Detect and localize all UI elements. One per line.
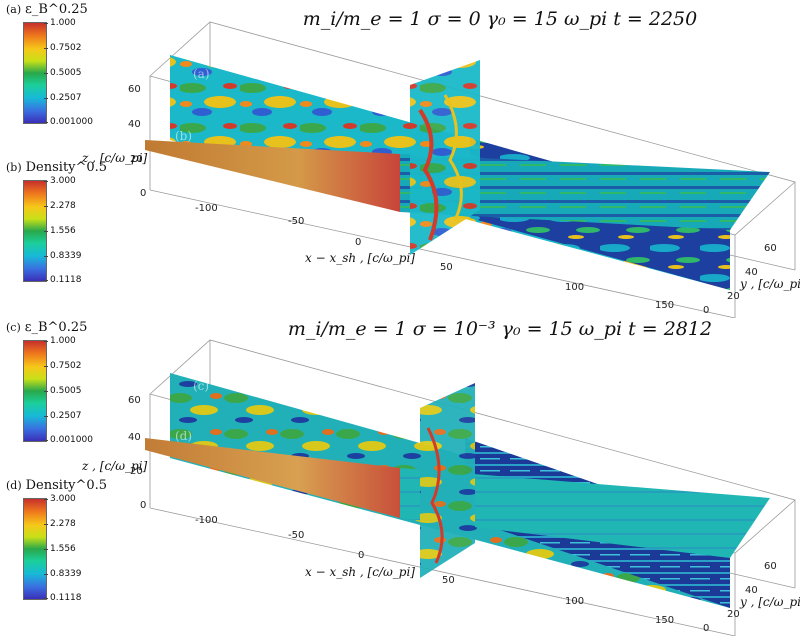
shock-front-stripe bbox=[443, 94, 463, 221]
y-tick: 60 bbox=[764, 243, 777, 254]
colorbar-tick: 3.000 bbox=[44, 176, 76, 186]
colorbar-label: (b) bbox=[6, 161, 22, 174]
x-tick: -50 bbox=[288, 216, 304, 227]
colorbar-tick: 1.556 bbox=[44, 544, 76, 554]
x-tick: 0 bbox=[358, 550, 364, 561]
colorbar-tick: 0.001000 bbox=[44, 117, 93, 127]
colorbar-eb-panel-1: (a) ε_B^0.25 1.000 0.7502 0.5005 0.2507 0… bbox=[6, 2, 116, 152]
z-tick: 60 bbox=[128, 395, 141, 406]
colorbar-eb-panel-2: (c) ε_B^0.25 1.000 0.7502 0.5005 0.2507 0… bbox=[6, 320, 116, 470]
colorbar-tick: 2.278 bbox=[44, 519, 76, 529]
colorbar-tick: 0.2507 bbox=[44, 93, 82, 103]
shock-front-stripe bbox=[426, 427, 444, 564]
y-tick: 40 bbox=[745, 267, 758, 278]
colorbar-tick: 2.278 bbox=[44, 201, 76, 211]
colorbar-label: (c) bbox=[6, 321, 21, 334]
colorbar-tick: 0.1118 bbox=[44, 275, 82, 285]
y-tick: 0 bbox=[703, 305, 709, 316]
colorbar-density-panel-1: (b) Density^0.5 3.000 2.278 1.556 0.8339 … bbox=[6, 160, 116, 310]
colorbar-gradient bbox=[23, 340, 47, 442]
x-tick: 150 bbox=[655, 615, 674, 626]
panel-2-title: m_i/m_e = 1 σ = 10⁻³ γ₀ = 15 ω_pi t = 28… bbox=[287, 318, 713, 340]
y-axis-label: y , [c/ω_pi] bbox=[739, 277, 800, 291]
colorbar-tick: 1.000 bbox=[44, 336, 76, 346]
x-tick: -100 bbox=[195, 203, 218, 214]
slice-density-downstream bbox=[400, 154, 770, 230]
colorbar-quantity: Density^0.5 bbox=[25, 478, 108, 493]
x-axis-label: x − x_sh , [c/ω_pi] bbox=[305, 251, 415, 265]
colorbar-density-panel-2: (d) Density^0.5 3.000 2.278 1.556 0.8339 … bbox=[6, 478, 116, 628]
z-tick: 20 bbox=[130, 154, 143, 165]
slice-density-downstream bbox=[400, 468, 770, 558]
colorbar-tick: 1.000 bbox=[44, 18, 76, 28]
colorbar-tick: 0.7502 bbox=[44, 361, 82, 371]
slice-density-upstream bbox=[145, 140, 400, 212]
x-tick: -50 bbox=[288, 530, 304, 541]
colorbar-tick: 0.2507 bbox=[44, 411, 82, 421]
z-tick: 0 bbox=[140, 188, 146, 199]
colorbar-tick: 1.556 bbox=[44, 226, 76, 236]
slice-density-upstream bbox=[145, 438, 400, 518]
colorbar-tick: 0.001000 bbox=[44, 435, 93, 445]
simulation-3d-view-panel-1: (a) (b) 60 40 20 0 z , [c/ω_pi] -100 -50… bbox=[81, 21, 800, 318]
colorbar-quantity: ε_B^0.25 bbox=[25, 2, 88, 17]
colorbar-tick: 0.7502 bbox=[44, 43, 82, 53]
shock-front-stripe bbox=[418, 108, 439, 241]
x-tick: -100 bbox=[195, 515, 218, 526]
slice-label: (b) bbox=[175, 129, 192, 143]
slice-label: (c) bbox=[193, 379, 209, 393]
colorbar-tick: 0.8339 bbox=[44, 251, 82, 261]
z-axis-label: z , [c/ω_pi] bbox=[81, 459, 148, 473]
z-axis-label: z , [c/ω_pi] bbox=[81, 151, 148, 165]
z-tick: 40 bbox=[128, 432, 141, 443]
slice-shock-transverse bbox=[420, 383, 475, 578]
colorbar-label: (d) bbox=[6, 479, 22, 492]
x-axis-label: x − x_sh , [c/ω_pi] bbox=[305, 565, 415, 579]
colorbar-tick: 0.5005 bbox=[44, 386, 82, 396]
colorbar-tick: 0.5005 bbox=[44, 68, 82, 78]
x-tick: 50 bbox=[442, 575, 455, 586]
colorbar-tick: 0.8339 bbox=[44, 569, 82, 579]
z-tick: 20 bbox=[130, 466, 143, 477]
y-tick: 20 bbox=[727, 291, 740, 302]
slice-label: (a) bbox=[193, 67, 210, 81]
y-axis-label: y , [c/ω_pi] bbox=[739, 595, 800, 609]
y-tick: 0 bbox=[703, 623, 709, 634]
x-tick: 50 bbox=[440, 262, 453, 273]
x-tick: 150 bbox=[655, 300, 674, 311]
colorbar-gradient bbox=[23, 498, 47, 600]
x-tick: 0 bbox=[355, 237, 361, 248]
simulation-3d-view-panel-2: (c) (d) 60 40 20 0 z , [c/ω_pi] -100 -50… bbox=[81, 339, 800, 636]
colorbar-quantity: ε_B^0.25 bbox=[24, 320, 88, 335]
z-tick: 60 bbox=[128, 84, 141, 95]
z-tick: 40 bbox=[128, 119, 141, 130]
colorbar-label: (a) bbox=[6, 3, 22, 16]
panel-1-title: m_i/m_e = 1 σ = 0 γ₀ = 15 ω_pi t = 2250 bbox=[302, 8, 698, 30]
colorbar-tick: 3.000 bbox=[44, 494, 76, 504]
colorbar-tick: 0.1118 bbox=[44, 593, 82, 603]
y-tick: 40 bbox=[745, 585, 758, 596]
x-tick: 100 bbox=[565, 282, 584, 293]
z-tick: 0 bbox=[140, 500, 146, 511]
slice-label: (d) bbox=[175, 429, 192, 443]
y-tick: 60 bbox=[764, 561, 777, 572]
colorbar-quantity: Density^0.5 bbox=[25, 160, 108, 175]
x-tick: 100 bbox=[565, 596, 584, 607]
y-tick: 20 bbox=[727, 609, 740, 620]
slice-shock-transverse bbox=[410, 60, 480, 255]
